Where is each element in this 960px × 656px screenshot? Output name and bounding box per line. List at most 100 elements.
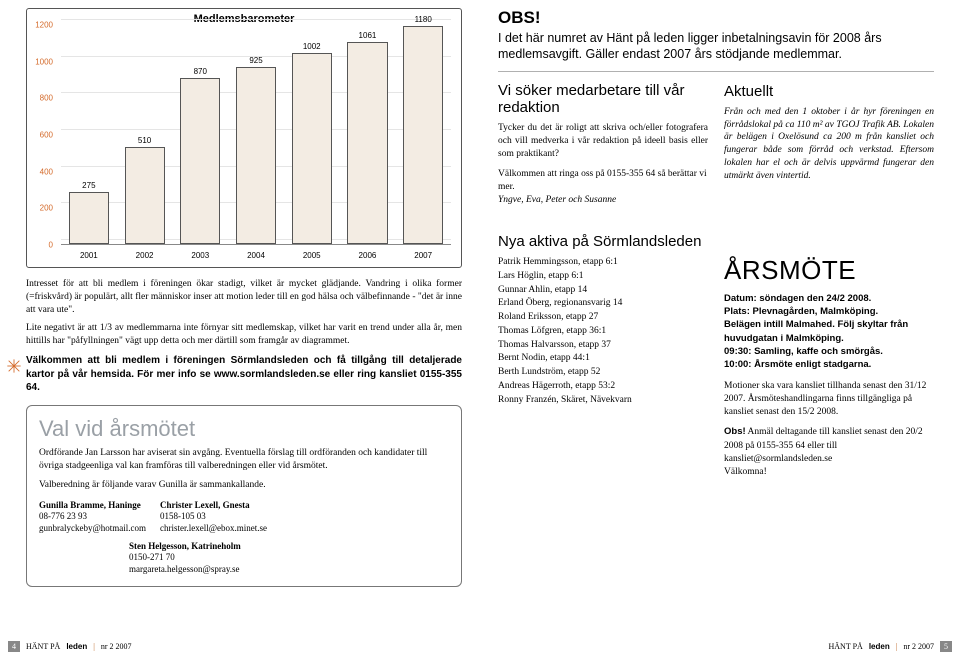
- left-body-text: Intresset för att bli medlem i föreninge…: [26, 278, 462, 395]
- x-label: 2004: [247, 251, 265, 260]
- arsmote-p1: Motioner ska vara kansliet tillhanda sen…: [724, 380, 934, 420]
- val-contact-2: Christer Lexell, Gnesta 0158-105 03 chri…: [160, 500, 267, 535]
- obs-body: I det här numret av Hänt på leden ligger…: [498, 30, 934, 63]
- bar-wrap: 2752001: [61, 15, 117, 244]
- aktuellt-title: Aktuellt: [724, 82, 934, 102]
- contact-name: Christer Lexell, Gnesta: [160, 500, 267, 512]
- arsmote-p2b: Anmäl deltagande till kansliet senast de…: [724, 427, 923, 464]
- heading-medarbetare: Vi söker medarbetare till vår redaktion: [498, 82, 708, 117]
- x-label: 2003: [191, 251, 209, 260]
- x-label: 2001: [80, 251, 98, 260]
- contact-name: Gunilla Bramme, Haninge: [39, 500, 146, 512]
- bar-wrap: 10022005: [284, 15, 340, 244]
- bar-value: 275: [82, 181, 95, 190]
- footer-text-pre: HÄNT PÅ: [829, 642, 863, 651]
- y-tick: 800: [40, 94, 53, 103]
- footer-leden: leden: [869, 642, 890, 651]
- x-label: 2007: [414, 251, 432, 260]
- footer-right: HÄNT PÅ leden | nr 2 2007 5: [829, 641, 953, 652]
- heading-nya-aktiva: Nya aktiva på Sörmlandsleden: [498, 233, 708, 250]
- bar: [292, 53, 332, 244]
- list-item: Berth Lundström, etapp 52: [498, 366, 708, 380]
- footer-leden: leden: [66, 642, 87, 651]
- chart-plot: 2752001510200287020039252004100220051061…: [61, 15, 451, 245]
- right-col-left: Vi söker medarbetare till vår redaktion …: [498, 82, 708, 480]
- arsmote-d2: Plats: Plevnagården, Malmköping.: [724, 305, 934, 318]
- list-item: Roland Eriksson, etapp 27: [498, 311, 708, 325]
- val-contacts: Gunilla Bramme, Haninge 08-776 23 93 gun…: [39, 500, 449, 535]
- val-box: Val vid årsmötet Ordförande Jan Larsson …: [26, 405, 462, 587]
- left-highlight-text: Välkommen att bli medlem i föreningen Sö…: [26, 354, 462, 395]
- bar-value: 1002: [303, 42, 321, 51]
- y-tick: 400: [40, 167, 53, 176]
- arsmote-d3: Belägen intill Malmahed. Följ skyltar fr…: [724, 318, 934, 345]
- star-icon: [6, 358, 22, 374]
- contact-email: christer.lexell@ebox.minet.se: [160, 523, 267, 535]
- chart-bars: 2752001510200287020039252004100220051061…: [61, 15, 451, 245]
- list-item: Gunnar Ahlin, etapp 14: [498, 284, 708, 298]
- footer-sep: |: [93, 642, 95, 651]
- bar: [347, 42, 387, 244]
- list-item: Erland Öberg, regionansvarig 14: [498, 297, 708, 311]
- obs-box: OBS! I det här numret av Hänt på leden l…: [498, 8, 934, 63]
- left-p1: Intresset för att bli medlem i föreninge…: [26, 278, 462, 316]
- left-page: Medlemsbarometer 020040060080010001200 2…: [0, 0, 480, 656]
- y-tick: 200: [40, 204, 53, 213]
- bar: [180, 78, 220, 244]
- y-tick: 600: [40, 131, 53, 140]
- arsmote-p3: Välkomna!: [724, 466, 934, 479]
- bar-value: 1061: [359, 31, 377, 40]
- spread: Medlemsbarometer 020040060080010001200 2…: [0, 0, 960, 656]
- divider: [498, 71, 934, 72]
- footer-sep: |: [896, 642, 898, 651]
- contact-email: margareta.helgesson@spray.se: [129, 564, 449, 576]
- footer-left: 4 HÄNT PÅ leden | nr 2 2007: [8, 641, 132, 652]
- bar-wrap: 10612006: [340, 15, 396, 244]
- arsmote-d5: 10:00: Årsmöte enligt stadgarna.: [724, 358, 934, 371]
- arsmote-obs: Obs!: [724, 426, 746, 437]
- list-item: Ronny Franzén, Skäret, Nävekvarn: [498, 394, 708, 408]
- contact-phone: 0158-105 03: [160, 511, 267, 523]
- aktuellt-body: Från och med den 1 oktober i år hyr före…: [724, 106, 934, 183]
- bar: [125, 147, 165, 244]
- footer-text-post: nr 2 2007: [903, 642, 934, 651]
- chart-container: Medlemsbarometer 020040060080010001200 2…: [26, 8, 462, 268]
- page-number: 4: [8, 641, 20, 652]
- page-number: 5: [940, 641, 952, 652]
- x-label: 2002: [136, 251, 154, 260]
- val-p2: Valberedning är följande varav Gunilla ä…: [39, 479, 449, 492]
- val-contact-3: Sten Helgesson, Katrineholm 0150-271 70 …: [129, 541, 449, 576]
- bar: [69, 192, 109, 244]
- left-p2: Lite negativt är att 1/3 av medlemmarna …: [26, 322, 462, 348]
- list-item: Thomas Halvarsson, etapp 37: [498, 339, 708, 353]
- y-tick: 1000: [35, 57, 53, 66]
- x-label: 2006: [359, 251, 377, 260]
- chart-y-axis: 020040060080010001200: [27, 15, 57, 245]
- list-item: Patrik Hemmingsson, etapp 6:1: [498, 256, 708, 270]
- arsmote-title: ÅRSMÖTE: [724, 253, 934, 288]
- footer-text-pre: HÄNT PÅ: [26, 642, 60, 651]
- arsmote-d1: Datum: söndagen den 24/2 2008.: [724, 292, 934, 305]
- arsmote-d4: 09:30: Samling, kaffe och smörgås.: [724, 345, 934, 358]
- bar-wrap: 9252004: [228, 15, 284, 244]
- bar: [403, 26, 443, 244]
- left-highlight: Välkommen att bli medlem i föreningen Sö…: [26, 354, 462, 395]
- bar-value: 925: [249, 56, 262, 65]
- x-label: 2005: [303, 251, 321, 260]
- val-contact-1: Gunilla Bramme, Haninge 08-776 23 93 gun…: [39, 500, 146, 535]
- contact-email: gunbralyckeby@hotmail.com: [39, 523, 146, 535]
- bar-value: 510: [138, 136, 151, 145]
- list-item: Bernt Nodin, etapp 44:1: [498, 352, 708, 366]
- bar-wrap: 5102002: [117, 15, 173, 244]
- arsmote-p2: Obs! Anmäl deltagande till kansliet sena…: [724, 425, 934, 466]
- medarbetare-p1: Tycker du det är roligt att skriva och/e…: [498, 122, 708, 160]
- y-tick: 0: [49, 241, 53, 250]
- medarbetare-p2: Välkommen att ringa oss på 0155-355 64 s…: [498, 168, 708, 194]
- bar-wrap: 11802007: [395, 15, 451, 244]
- val-title: Val vid årsmötet: [39, 414, 449, 444]
- footer-text-post: nr 2 2007: [101, 642, 132, 651]
- bar: [236, 67, 276, 244]
- arsmote-block: Datum: söndagen den 24/2 2008. Plats: Pl…: [724, 292, 934, 480]
- bar-value: 1180: [415, 15, 432, 24]
- nya-aktiva-list: Patrik Hemmingsson, etapp 6:1Lars Höglin…: [498, 256, 708, 407]
